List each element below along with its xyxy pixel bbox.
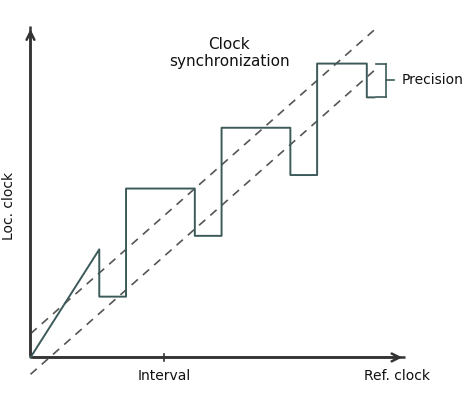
Text: Interval: Interval — [137, 369, 191, 383]
Text: Precision: Precision — [401, 73, 463, 87]
Text: Clock
synchronization: Clock synchronization — [169, 37, 290, 69]
Text: Loc. clock: Loc. clock — [2, 171, 17, 240]
Text: Ref. clock: Ref. clock — [365, 369, 430, 383]
